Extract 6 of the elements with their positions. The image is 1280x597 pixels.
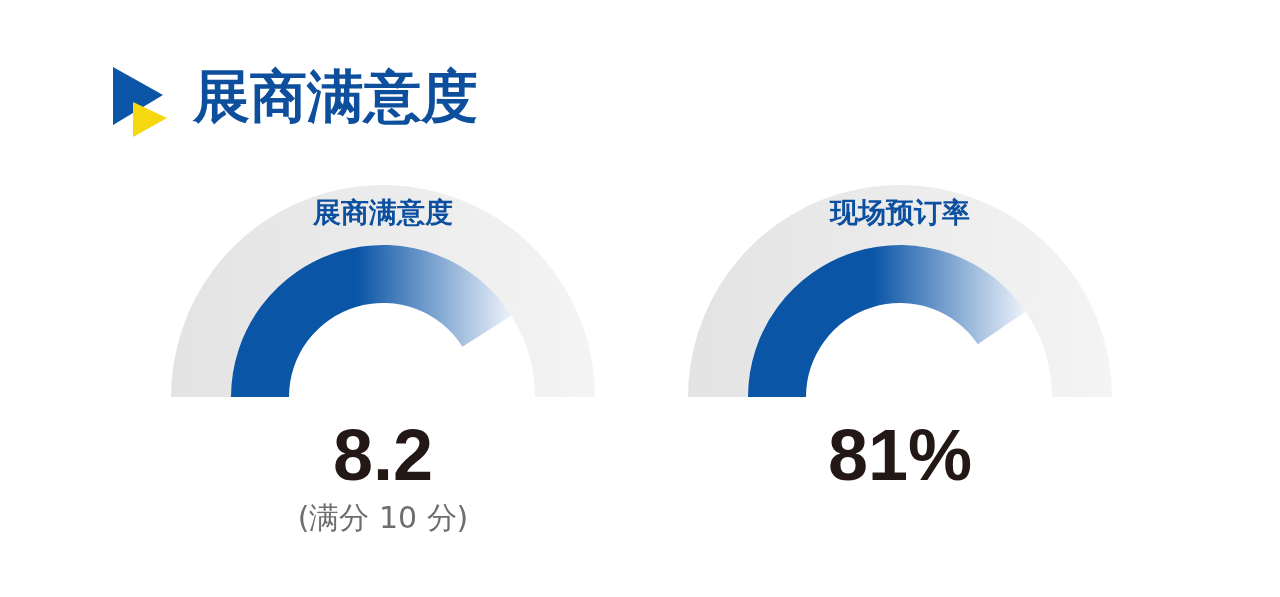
text: 81% bbox=[827, 415, 973, 495]
chart-title: 展商满意度 bbox=[312, 196, 453, 230]
text: 展商满意度 bbox=[193, 63, 478, 129]
chart-title: 现场预订率 bbox=[829, 196, 970, 230]
text: 8.2 bbox=[332, 415, 434, 495]
text: (满分 10 分) bbox=[297, 500, 469, 535]
